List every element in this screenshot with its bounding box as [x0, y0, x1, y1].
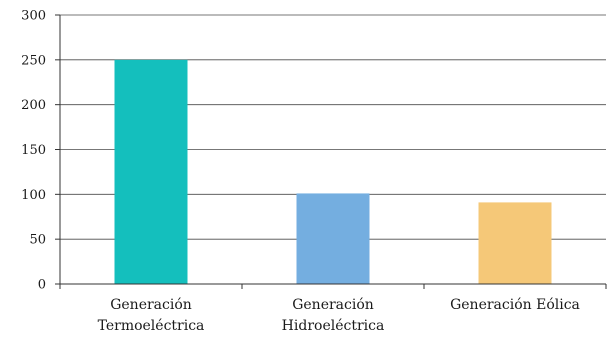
- x-category-label-line: Generación Eólica: [450, 297, 580, 313]
- x-category-label: Generación Termoeléctrica: [98, 297, 205, 334]
- y-tick-label: 200: [21, 98, 46, 113]
- x-category-label-line: Generación: [292, 297, 374, 313]
- y-tick-label: 100: [21, 188, 46, 203]
- x-category-label-line: Hidroeléctrica: [282, 318, 385, 334]
- x-category-label: Generación Eólica: [450, 297, 580, 313]
- y-tick-label: 250: [21, 53, 46, 68]
- axes: [55, 14, 607, 289]
- y-tick-labels: 0 50 100 150 200 250 300: [21, 9, 46, 293]
- x-category-label: Generación Hidroeléctrica: [282, 297, 385, 334]
- y-tick-label: 50: [29, 233, 46, 248]
- bar-2: [296, 193, 370, 284]
- y-tick-label: 0: [38, 278, 46, 293]
- bar-1: [114, 59, 188, 285]
- y-tick-label: 300: [21, 9, 46, 24]
- x-category-label-line: Generación: [110, 297, 192, 313]
- x-category-labels: Generación Termoeléctrica Generación Hidroe…: [98, 297, 580, 334]
- bars: [114, 59, 552, 285]
- bar-3: [478, 202, 552, 284]
- y-tick-label: 150: [21, 143, 46, 158]
- x-category-label-line: Termoeléctrica: [98, 318, 205, 334]
